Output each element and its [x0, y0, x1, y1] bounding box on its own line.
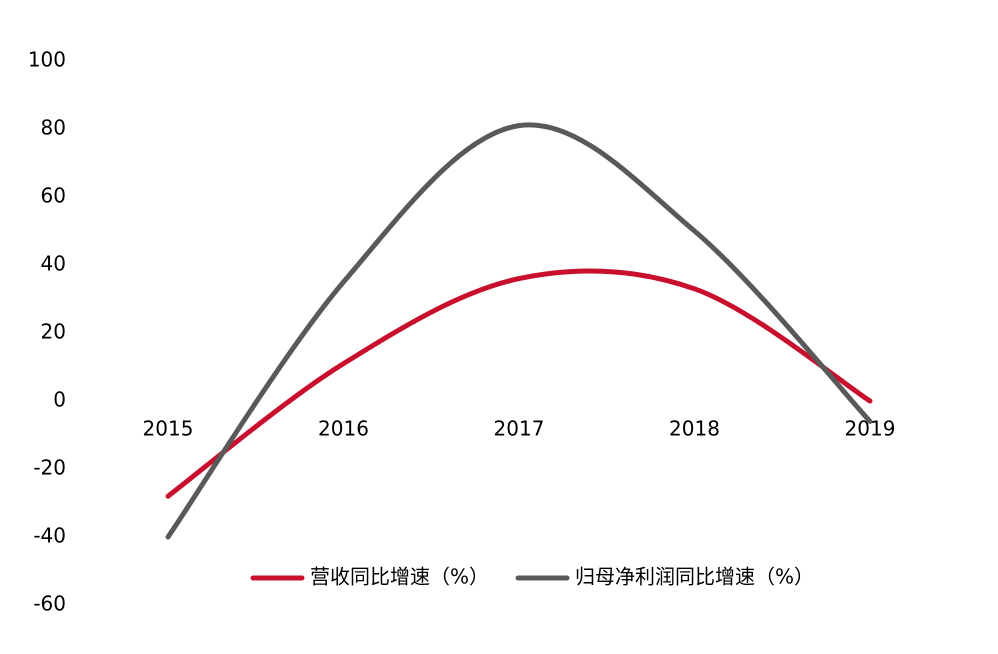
y-tick-label: 0: [53, 388, 66, 412]
x-tick-label: 2015: [143, 417, 194, 441]
x-tick-label: 2017: [494, 417, 545, 441]
y-tick-label: -40: [33, 524, 66, 548]
y-tick-label: 80: [41, 116, 66, 140]
series-line: [165, 122, 873, 540]
y-tick-label: -60: [33, 592, 66, 616]
legend-label: 归母净利润同比增速（%）: [575, 565, 814, 589]
series-line: [165, 268, 873, 499]
y-tick-label: 40: [41, 252, 66, 276]
y-tick-label: 20: [41, 320, 66, 344]
y-tick-label: 100: [28, 48, 66, 72]
y-tick-label: 60: [41, 184, 66, 208]
x-tick-label: 2016: [318, 417, 369, 441]
x-tick-label: 2018: [669, 417, 720, 441]
y-tick-label: -20: [33, 456, 66, 480]
legend-label: 营收同比增速（%）: [310, 565, 489, 589]
